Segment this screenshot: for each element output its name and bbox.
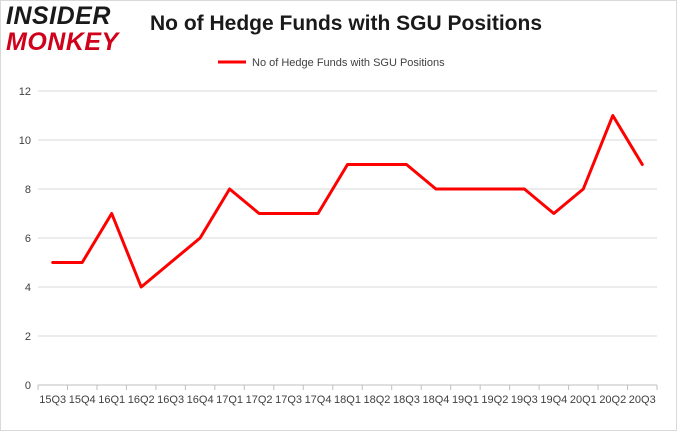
x-tick-label: 15Q4 [69,394,96,406]
y-tick-label: 0 [25,380,31,392]
x-tick-label: 16Q3 [157,394,184,406]
x-tick-label: 20Q3 [629,394,656,406]
x-tick-label: 16Q4 [187,394,214,406]
x-tick-label: 16Q1 [98,394,125,406]
x-tick-label: 18Q2 [364,394,391,406]
y-tick-label: 10 [19,135,31,147]
y-axis-ticks: 0 2 4 6 8 10 12 [19,86,31,392]
y-tick-label: 2 [25,331,31,343]
y-tick-label: 8 [25,184,31,196]
series-group [51,114,644,289]
x-tick-label: 17Q3 [275,394,302,406]
insider-monkey-logo: INSIDER MONKEY [6,4,124,56]
x-tick-label: 19Q1 [452,394,479,406]
chart-title: No of Hedge Funds with SGU Positions [150,12,542,35]
y-tick-label: 6 [25,233,31,245]
x-tick-label: 19Q3 [511,394,538,406]
legend-label: No of Hedge Funds with SGU Positions [252,57,445,69]
x-tick-label: 17Q2 [246,394,273,406]
x-tick-label: 16Q2 [128,394,155,406]
x-tick-label: 15Q3 [39,394,66,406]
x-tick-label: 17Q4 [305,394,332,406]
x-tick-label: 17Q1 [216,394,243,406]
logo-line-2: MONKEY [6,28,119,56]
gridlines [38,90,657,337]
y-tick-label: 4 [25,282,31,294]
series-line [51,114,644,289]
x-tick-label: 18Q1 [334,394,361,406]
x-tick-label: 19Q4 [540,394,567,406]
y-tick-label: 12 [19,86,31,98]
x-tick-label: 20Q1 [570,394,597,406]
x-axis-ticks: 15Q3 15Q4 16Q1 16Q2 16Q3 16Q4 17Q1 17Q2 17Q3 17Q4… [37,385,658,406]
x-tick-label: 19Q2 [481,394,508,406]
x-tick-label: 20Q2 [599,394,626,406]
logo-line-1: INSIDER [6,2,111,30]
x-tick-label: 18Q3 [393,394,420,406]
legend: No of Hedge Funds with SGU Positions [218,57,445,69]
x-tick-label: 18Q4 [422,394,449,406]
